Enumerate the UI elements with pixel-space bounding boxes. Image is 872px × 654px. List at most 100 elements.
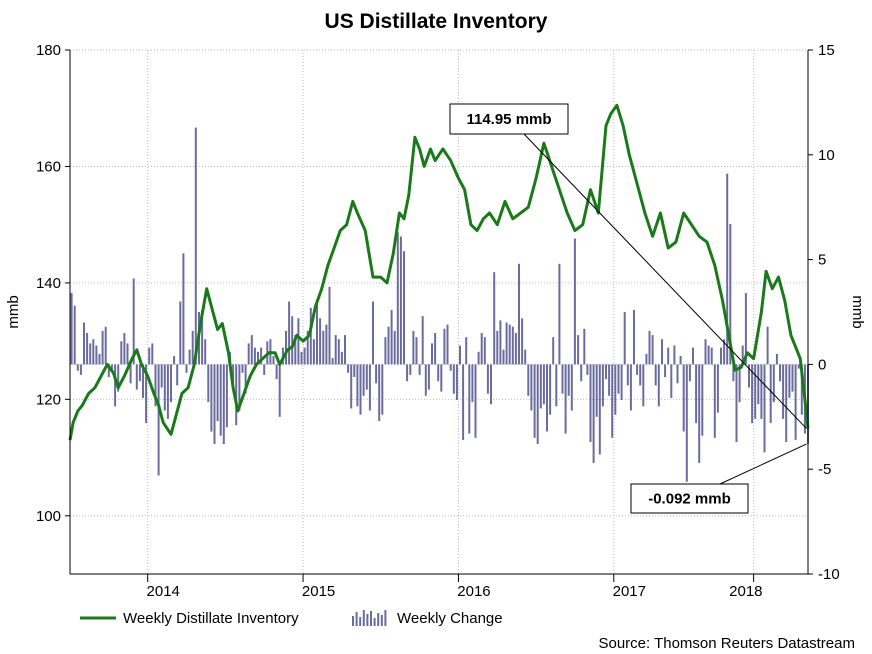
weekly-change-bar (645, 353, 648, 365)
weekly-change-bar (285, 330, 287, 365)
weekly-change-bar (657, 364, 660, 407)
x-tick-label: 2015 (302, 583, 335, 600)
y-tick-label-left: 100 (36, 508, 61, 525)
axes (65, 49, 813, 582)
weekly-change-bar (670, 364, 673, 398)
weekly-change-bar (101, 330, 104, 365)
weekly-change-bar (232, 364, 235, 386)
legend-swatch-bar (370, 611, 372, 626)
weekly-change-bar (238, 364, 241, 411)
weekly-change-bar (148, 347, 151, 365)
weekly-change-bar (170, 364, 172, 403)
y-tick-label-right: 0 (818, 356, 826, 373)
weekly-change-bar (567, 364, 570, 396)
weekly-change-bar (179, 301, 182, 365)
weekly-change-bar (300, 351, 303, 365)
weekly-change-bar (322, 330, 325, 365)
weekly-change-bar (449, 364, 452, 371)
weekly-change-bar (418, 364, 421, 375)
weekly-change-bar (294, 335, 297, 365)
weekly-change-bar (347, 364, 350, 373)
weekly-change-bar (163, 364, 166, 411)
weekly-change-bar (800, 364, 803, 415)
weekly-change-bar (589, 364, 592, 442)
weekly-change-bar (210, 364, 213, 432)
weekly-change-bar (757, 364, 760, 405)
weekly-change-bar (452, 364, 455, 394)
weekly-change-bar (477, 351, 480, 365)
weekly-change-bar (213, 364, 216, 444)
weekly-change-bar (263, 364, 266, 375)
weekly-change-bar (707, 345, 710, 365)
y-axis-label-left: mmb (5, 295, 22, 328)
weekly-change-bar (89, 343, 92, 365)
weekly-change-bar (415, 337, 418, 365)
weekly-change-bar (539, 364, 542, 409)
weekly-change-bar (235, 364, 238, 426)
weekly-change-bar (577, 335, 580, 365)
chart-title: US Distillate Inventory (325, 10, 548, 33)
weekly-change-bar (114, 364, 117, 407)
weekly-change-bar (558, 263, 561, 365)
weekly-change-bar (455, 364, 458, 400)
weekly-change-bar (636, 364, 639, 375)
weekly-change-bar (406, 364, 409, 382)
legend-swatch-bar (373, 618, 376, 626)
weekly-change-bar (334, 335, 337, 365)
weekly-change-bar (692, 347, 694, 365)
weekly-change-bar (654, 364, 657, 386)
weekly-change-bar (664, 364, 667, 377)
weekly-change-bar (120, 341, 123, 365)
weekly-change-bar (325, 324, 328, 365)
weekly-change-bar (496, 330, 499, 365)
weekly-change-bar (642, 364, 645, 407)
y-tick-label-left: 140 (36, 275, 61, 292)
weekly-change-bar (312, 339, 315, 365)
weekly-change-bar (779, 364, 781, 382)
weekly-change-bar (592, 364, 595, 463)
weekly-change-bar (83, 322, 85, 365)
weekly-change-bar (698, 364, 701, 463)
weekly-change-bar (316, 301, 318, 365)
annotation-box (630, 483, 749, 514)
legend-swatch-bar (352, 616, 354, 626)
weekly-change-bar (138, 364, 141, 382)
weekly-change-bar (319, 318, 322, 365)
weekly-change-bar (126, 343, 129, 365)
weekly-change-bar (275, 364, 278, 380)
legend-label-change: Weekly Change (397, 610, 503, 627)
weekly-change-bar (344, 335, 346, 365)
weekly-change-bar (521, 318, 524, 365)
y-tick-label-right: 10 (818, 147, 835, 164)
weekly-change-bar (194, 127, 197, 365)
weekly-change-bar (73, 305, 76, 365)
weekly-change-bar (440, 364, 443, 392)
weekly-change-bar (160, 364, 163, 388)
weekly-change-bar (462, 364, 465, 440)
weekly-change-bar (135, 364, 138, 390)
weekly-change-bar (748, 364, 750, 388)
y-tick-label-right: -10 (818, 566, 840, 583)
weekly-change-bar (132, 278, 135, 365)
annotation-label: -0.092 mmb (648, 491, 731, 508)
legend-swatch-change (352, 610, 387, 626)
weekly-change-bar (288, 301, 291, 365)
weekly-change-bar (356, 364, 359, 407)
weekly-change-bar (536, 364, 539, 444)
weekly-change-bar (95, 345, 98, 365)
weekly-change-bar (104, 326, 107, 365)
weekly-change-bar (735, 364, 738, 442)
weekly-change-bar (474, 364, 477, 438)
weekly-change-bar (527, 364, 530, 396)
weekly-change-bar (493, 272, 496, 365)
weekly-change-bar (573, 238, 576, 365)
weekly-change-bar (201, 309, 204, 365)
weekly-change-bar (434, 333, 437, 365)
weekly-change-bar (744, 293, 747, 365)
weekly-change-bar (297, 318, 300, 365)
weekly-change-bar (508, 324, 511, 365)
weekly-change-bar (679, 356, 682, 365)
weekly-change-bar (471, 364, 474, 403)
weekly-change-bar (465, 337, 468, 365)
weekly-change-bar (372, 301, 374, 365)
